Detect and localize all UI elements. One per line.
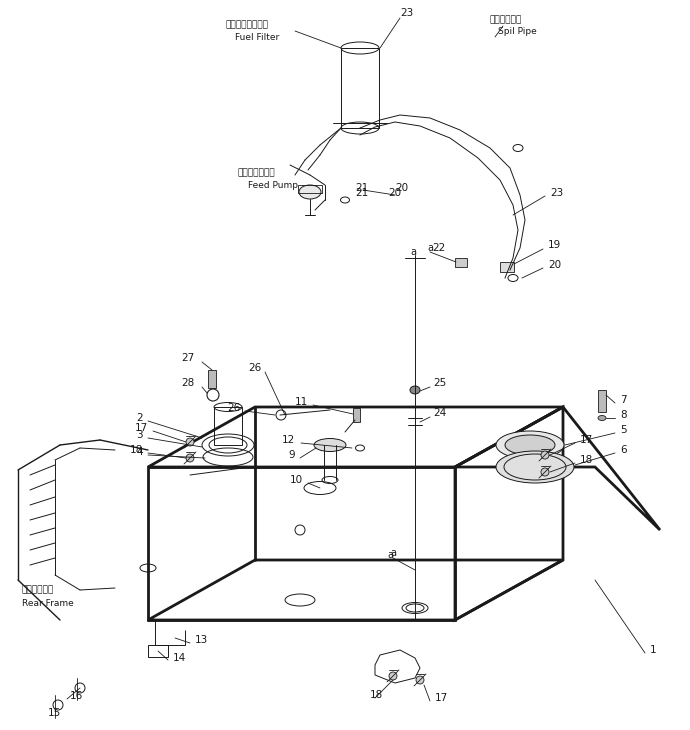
- Text: 13: 13: [195, 635, 208, 645]
- Circle shape: [186, 454, 194, 462]
- Text: 19: 19: [548, 240, 561, 250]
- Text: 10: 10: [290, 475, 303, 485]
- Text: フィードポンプ: フィードポンプ: [238, 169, 275, 177]
- Text: 3: 3: [137, 430, 143, 440]
- Text: a: a: [410, 247, 416, 257]
- Text: 21: 21: [355, 183, 368, 193]
- Text: 4: 4: [137, 447, 143, 457]
- Ellipse shape: [410, 386, 420, 394]
- Circle shape: [541, 451, 549, 459]
- Circle shape: [186, 438, 194, 446]
- Text: 11: 11: [295, 397, 308, 407]
- Text: 25: 25: [433, 378, 446, 388]
- Text: 27: 27: [181, 353, 195, 363]
- Bar: [208, 370, 216, 388]
- Bar: [500, 262, 514, 272]
- Text: 21: 21: [355, 188, 368, 198]
- Bar: [341, 48, 379, 128]
- Text: 17: 17: [580, 435, 593, 445]
- Circle shape: [389, 672, 397, 680]
- Text: Feed Pump: Feed Pump: [248, 180, 298, 190]
- Bar: [148, 645, 168, 657]
- Text: フィエルフィルタ: フィエルフィルタ: [225, 20, 268, 29]
- Text: 5: 5: [620, 425, 627, 435]
- Text: a: a: [427, 243, 433, 253]
- Text: a: a: [387, 550, 393, 560]
- Ellipse shape: [314, 439, 346, 451]
- Text: 23: 23: [400, 8, 413, 18]
- Text: スピルパイプ: スピルパイプ: [490, 15, 522, 25]
- Text: 1: 1: [650, 645, 657, 655]
- Ellipse shape: [496, 451, 574, 483]
- Text: 15: 15: [48, 708, 61, 718]
- Text: 20: 20: [395, 183, 408, 193]
- Text: 26: 26: [227, 403, 240, 413]
- Text: a: a: [390, 548, 396, 558]
- Text: 20: 20: [548, 260, 561, 270]
- Text: 28: 28: [181, 378, 195, 388]
- Text: 20: 20: [388, 188, 401, 198]
- Text: 18: 18: [370, 690, 383, 700]
- Bar: [298, 185, 322, 193]
- Text: 14: 14: [173, 653, 186, 663]
- Bar: [598, 390, 606, 412]
- Text: 2: 2: [137, 413, 143, 423]
- Text: 18: 18: [580, 455, 593, 465]
- Ellipse shape: [299, 185, 321, 199]
- Bar: [353, 408, 360, 422]
- Text: 18: 18: [130, 445, 143, 455]
- Text: 22: 22: [432, 243, 445, 253]
- Text: 17: 17: [135, 423, 148, 433]
- Text: 12: 12: [282, 435, 295, 445]
- Ellipse shape: [598, 415, 606, 420]
- Ellipse shape: [505, 435, 555, 455]
- Text: 24: 24: [433, 408, 446, 418]
- Text: 6: 6: [620, 445, 627, 455]
- Bar: [214, 407, 242, 445]
- Text: リヤフレーム: リヤフレーム: [22, 585, 55, 594]
- Text: 17: 17: [435, 693, 448, 703]
- Circle shape: [416, 676, 424, 684]
- Text: 9: 9: [288, 450, 295, 460]
- Text: 16: 16: [70, 691, 83, 701]
- Bar: [455, 258, 467, 267]
- Ellipse shape: [496, 431, 564, 459]
- Text: 26: 26: [248, 363, 262, 373]
- Text: 8: 8: [620, 410, 627, 420]
- Text: Fuel Filter: Fuel Filter: [235, 33, 279, 42]
- Text: 23: 23: [550, 188, 563, 198]
- Text: Spil Pipe: Spil Pipe: [498, 28, 537, 36]
- Circle shape: [541, 468, 549, 476]
- Text: Rear Frame: Rear Frame: [22, 599, 74, 607]
- Text: 7: 7: [620, 395, 627, 405]
